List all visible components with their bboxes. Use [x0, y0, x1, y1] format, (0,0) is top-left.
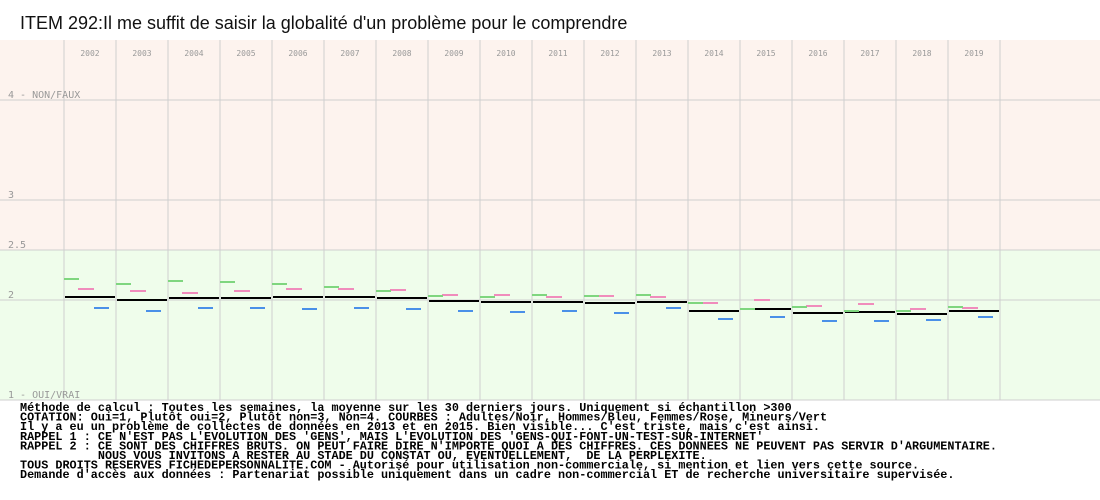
- note-line: COTATION: Oui=1, Plutôt oui=2, Plutôt no…: [20, 411, 827, 425]
- x-tick-label: 2015: [756, 49, 775, 58]
- upper-band: [0, 40, 1100, 250]
- note-line: Il y a eu un problème de collectes de do…: [20, 420, 820, 434]
- x-tick-label: 2010: [496, 49, 515, 58]
- x-tick-label: 2017: [860, 49, 879, 58]
- y-tick-label: 2: [8, 290, 14, 301]
- y-tick-label: 4 - NON/FAUX: [8, 90, 80, 101]
- note-line: NOUS VOUS INVITONS A RESTER AU STADE DU …: [20, 449, 707, 463]
- note-line: TOUS DROITS RESERVES FICHEDEPERSONNALITE…: [20, 459, 919, 473]
- lower-band: [0, 250, 1100, 400]
- x-tick-label: 2004: [184, 49, 203, 58]
- note-line: Méthode de calcul : Toutes les semaines,…: [20, 401, 792, 415]
- chart-title: ITEM 292:Il me suffit de saisir la globa…: [20, 13, 627, 33]
- x-tick-label: 2014: [704, 49, 723, 58]
- note-line: RAPPEL 2 : CE SONT DES CHIFFRES BRUTS. O…: [20, 439, 997, 453]
- x-tick-label: 2007: [340, 49, 359, 58]
- x-tick-label: 2002: [80, 49, 99, 58]
- x-tick-label: 2011: [548, 49, 567, 58]
- x-tick-label: 2006: [288, 49, 307, 58]
- x-tick-label: 2003: [132, 49, 151, 58]
- note-line: Demande d'accès aux données : Partenaria…: [20, 468, 954, 482]
- note-line: RAPPEL 1 : CE N'EST PAS L'EVOLUTION DES …: [20, 430, 763, 444]
- y-tick-label: 3: [8, 190, 14, 201]
- x-tick-label: 2012: [600, 49, 619, 58]
- y-tick-label: 2.5: [8, 240, 26, 251]
- x-tick-label: 2019: [964, 49, 983, 58]
- x-tick-label: 2009: [444, 49, 463, 58]
- x-tick-label: 2008: [392, 49, 411, 58]
- x-tick-label: 2013: [652, 49, 671, 58]
- x-tick-label: 2005: [236, 49, 255, 58]
- y-tick-label: 1 - OUI/VRAI: [8, 390, 80, 401]
- x-tick-label: 2018: [912, 49, 931, 58]
- x-tick-label: 2016: [808, 49, 827, 58]
